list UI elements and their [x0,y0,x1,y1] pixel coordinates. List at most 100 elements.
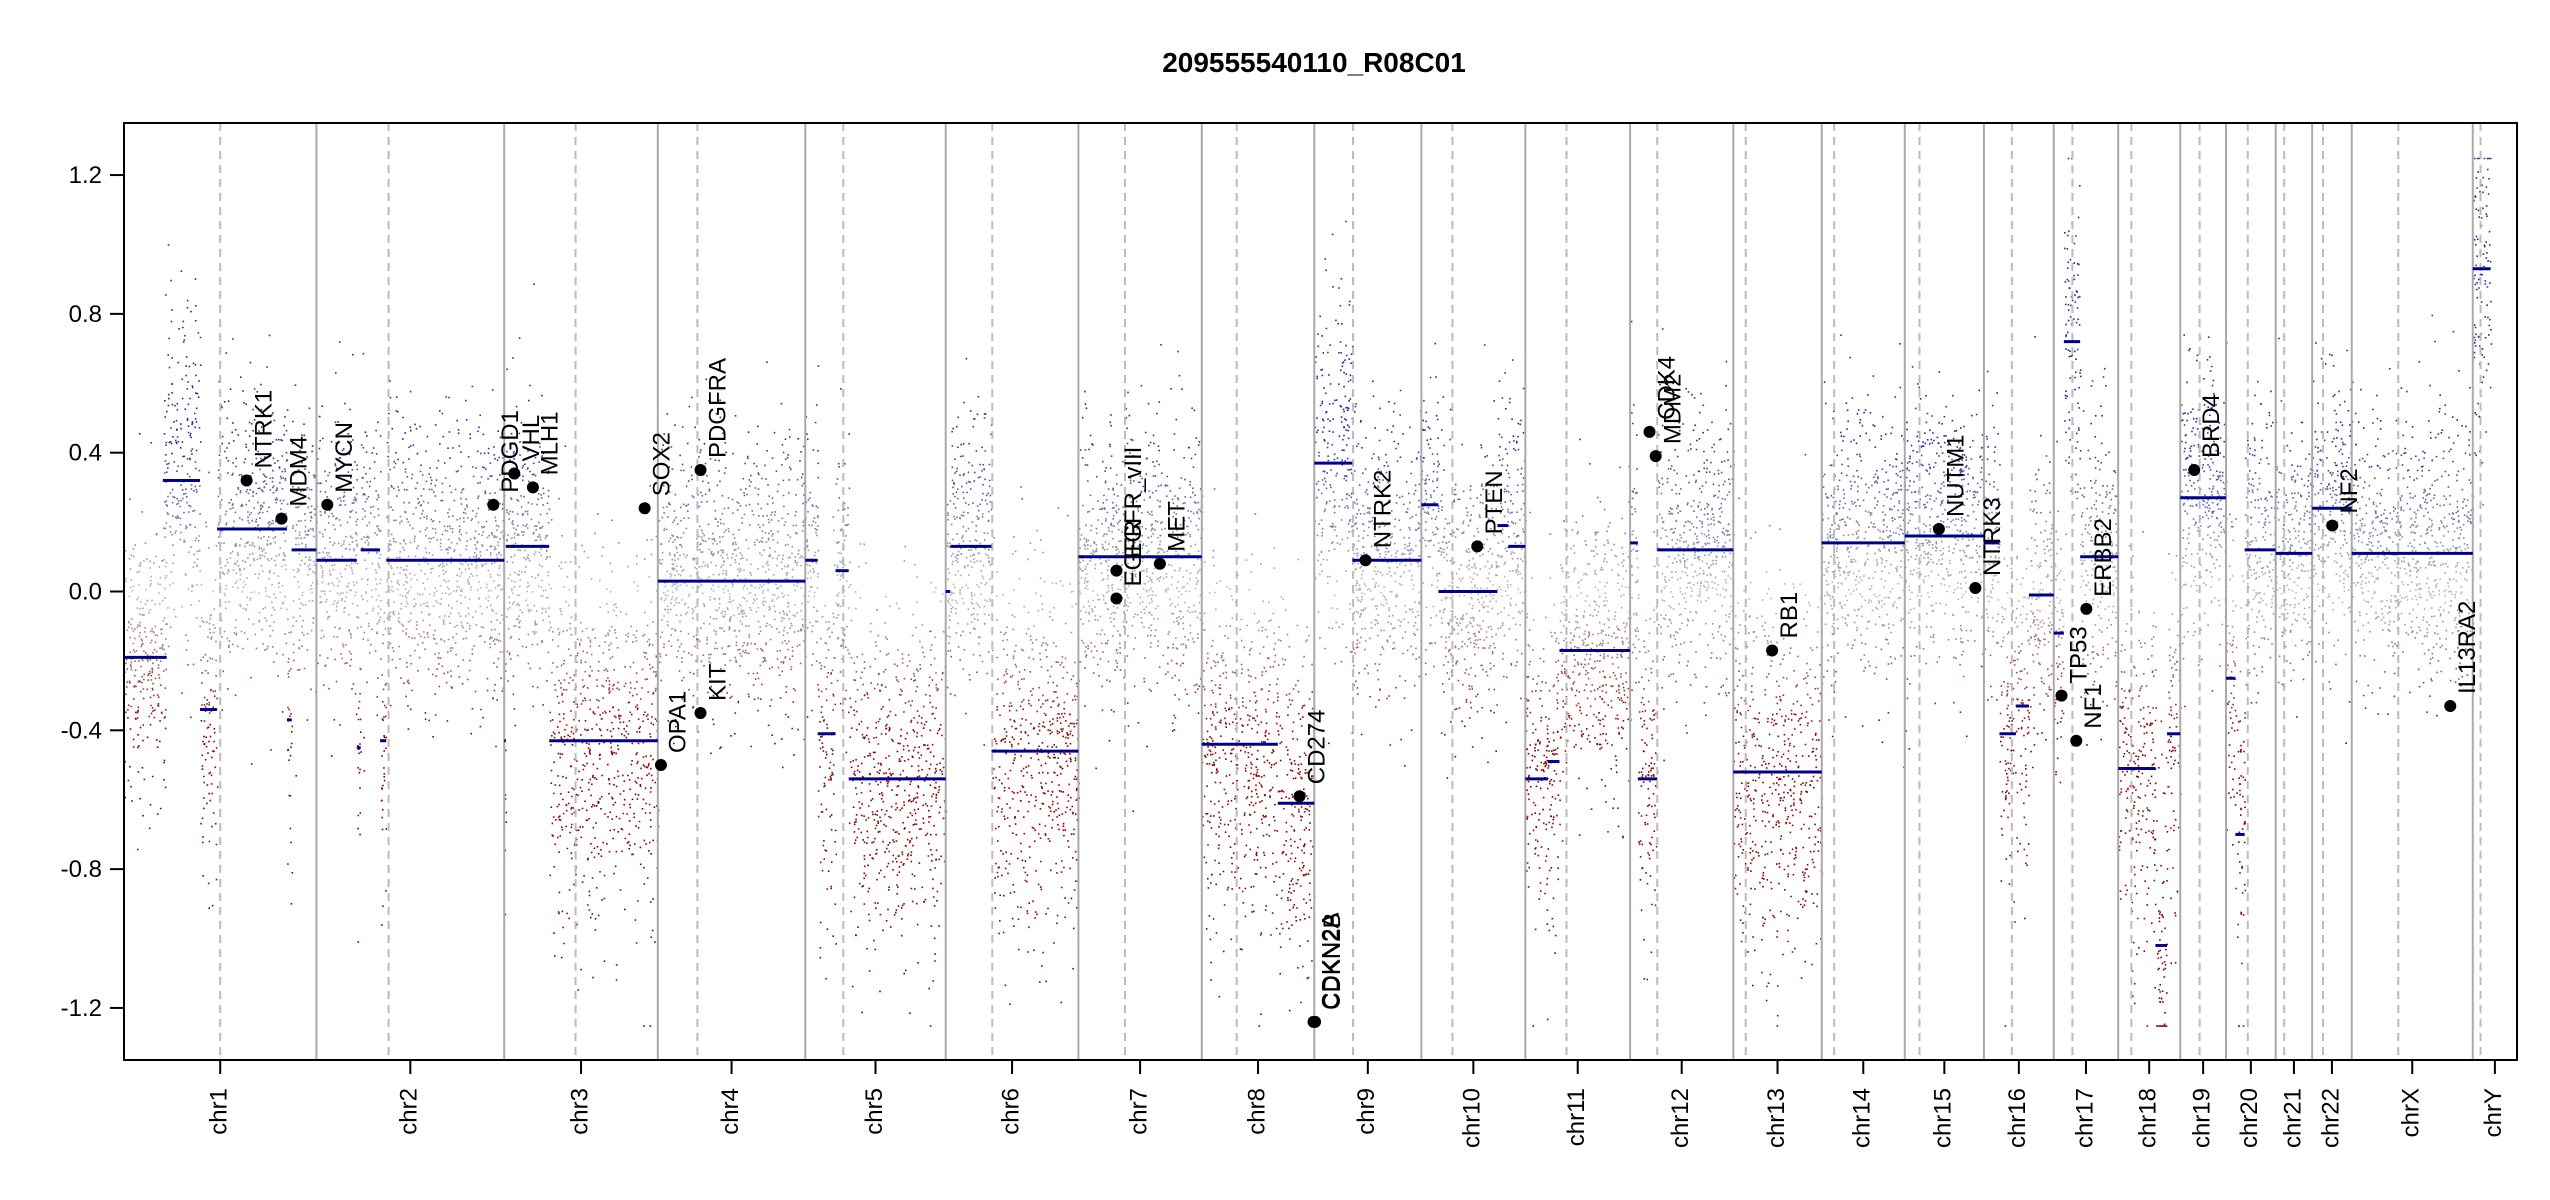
probe-dots [319,654,2460,657]
probe-dots [130,661,2313,664]
probe-dots [195,537,2465,540]
probe-dots [312,622,2328,625]
chromosome-label: chr10 [1459,1088,1486,1148]
probe-dots [268,577,2466,581]
probe-dots [137,709,2237,712]
gene-label: OPA1 [665,691,692,753]
probe-dots [127,709,2172,712]
probe-dots [129,657,2451,660]
probe-dots [229,556,2431,560]
probe-dots [139,562,2430,565]
gene-point [1932,523,1945,536]
probe-dots [169,530,2456,534]
probe-dots [228,644,2443,647]
probe-dots [255,482,2330,485]
probe-dots [608,691,2374,694]
gene-point [2326,519,2339,532]
probe-dots [157,702,2229,706]
probe-dots [282,601,2470,604]
probe-dots [298,597,2414,601]
chromosome-label: chr17 [2071,1088,2098,1148]
probe-dots [173,608,2414,611]
chromosome-label: chrY [2480,1088,2507,1137]
probe-dots [154,634,2195,637]
probe-dots [204,669,2181,672]
probe-dots [149,609,2459,612]
chromosome-label: chr19 [2188,1088,2215,1148]
probe-dots [198,534,2445,538]
probe-dots [576,703,2234,706]
probe-dots [125,658,2304,661]
probe-dots [278,581,2449,584]
probe-dots [164,687,2381,690]
gene-label: MYCN [331,422,358,493]
probe-dots [355,713,2389,716]
chromosome-label: chr9 [1353,1088,1380,1135]
gene-label: EGFR_vIII [1120,447,1147,559]
chromosome-label: chrX [2398,1088,2425,1137]
probe-dots [247,519,2469,523]
probe-dots [172,515,2468,518]
gene-point [1153,557,1166,570]
probe-dots [154,677,2020,680]
probe-dots [356,604,2452,607]
probe-dots [402,630,2472,632]
gene-point [526,481,539,494]
probe-dots [352,683,2471,686]
probe-dots [195,490,2425,494]
gene-label: NTRK3 [1979,497,2006,576]
probe-dots [153,648,2177,651]
probe-dots [324,593,2456,596]
probe-dots [163,472,2334,475]
chromosome-label: chr16 [2004,1088,2031,1148]
gene-point [694,464,707,477]
probe-dots [264,455,2438,459]
probe-dots [150,441,2455,445]
probe-dots [277,459,2434,462]
probe-dots [124,730,2347,1027]
probe-dots [140,645,2394,648]
probe-dots [179,446,2407,450]
probe-dots [195,467,2465,471]
probe-dots [392,610,2461,613]
probe-dots [208,701,2258,704]
probe-dots [241,477,2352,481]
gene-point [1359,554,1372,567]
probe-dots [132,547,2388,550]
probe-dots [130,665,2263,669]
probe-dots [137,596,2456,599]
x-axis: chr1 chr2 chr3 chr4 chr5 chr6 chr7 chr8 chr9 chr1… [206,1060,2507,1148]
chromosome-label: chr4 [717,1088,744,1135]
gene-point [1110,564,1123,577]
probe-dots [129,497,2466,501]
chromosome-label: chr22 [2317,1088,2344,1148]
probe-dots [166,471,2332,474]
probe-dots [159,719,2157,722]
probe-dots [127,704,2108,707]
probe-dots [395,666,2173,669]
probe-dots [132,629,2460,632]
probe-dots [132,554,2386,558]
gene-point [240,474,253,487]
probe-dots [174,516,2470,519]
chart-title: 209555540110_R08C01 [1162,47,1466,78]
gene-label: CDKN2A [1317,912,1344,1009]
probe-dots [139,726,2171,729]
probe-dots [358,700,2104,703]
probe-dots [150,711,2246,715]
probe-dots [135,650,2229,653]
probe-dots [126,680,2457,684]
probe-dots [486,677,2460,681]
probe-dots [203,696,2235,700]
gene-point [2080,602,2093,615]
probe-dots [139,690,2131,693]
gene-label: NTRK1 [250,390,277,469]
gene-point [1643,425,1656,438]
probe-dots [322,437,2432,440]
probe-dots [175,615,2436,618]
gene-label: ERBB2 [2090,518,2117,597]
probe-dots [422,500,2474,503]
gene-label: PDGFRA [704,358,731,458]
probe-dots [275,438,2379,441]
